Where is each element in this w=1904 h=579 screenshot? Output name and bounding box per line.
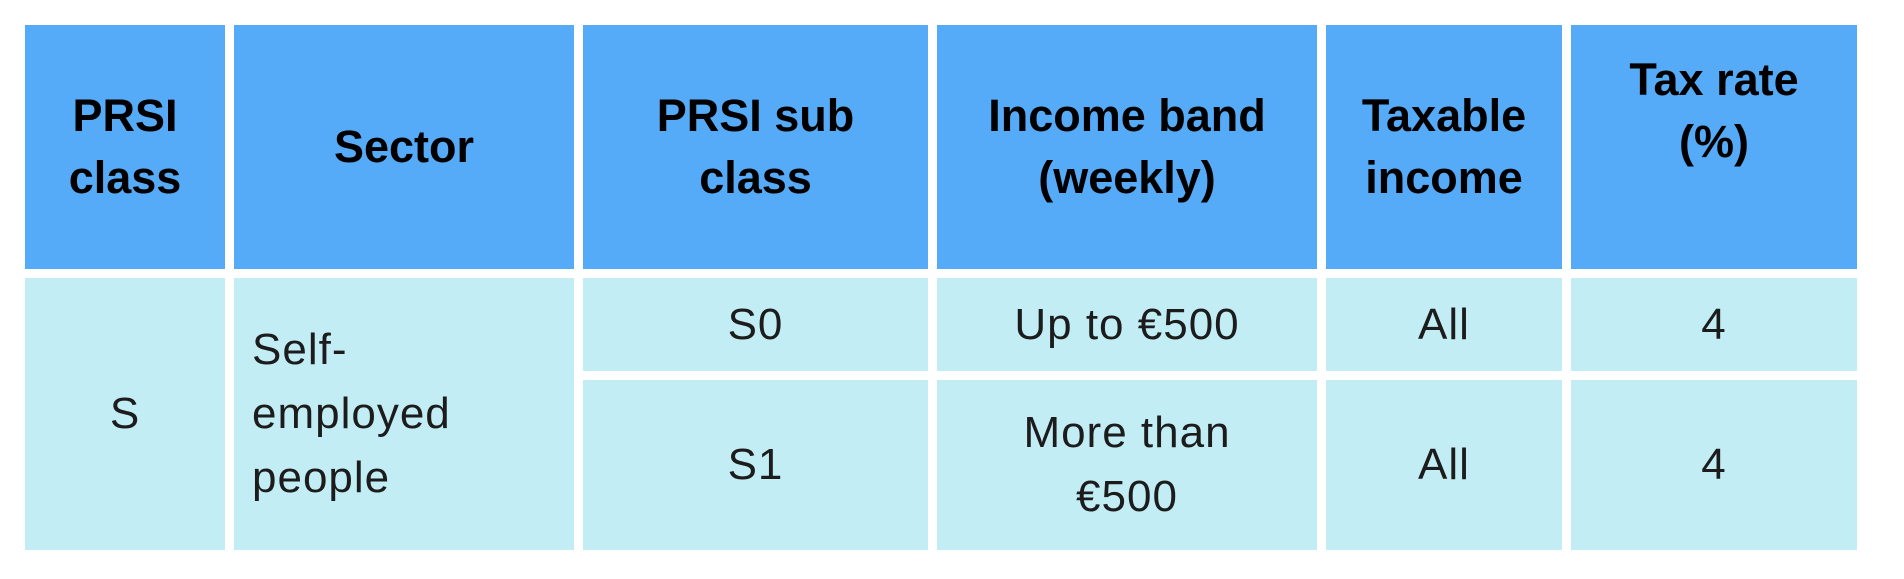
cell-sector-self-employed: Self-employed people [234,278,574,550]
table-row-s1: S1 More than €500 All 4 [25,380,1857,550]
header-row: PRSI class Sector PRSI sub class Income … [25,25,1857,269]
cell-taxable-income-all-2: All [1326,380,1562,550]
cell-prsi-class-s: S [25,278,225,550]
table-row-s0: S Self-employed people S0 Up to €500 All… [25,278,1857,550]
header-cell-sector: Sector [234,25,574,269]
cell-income-band-more-than-500: More than €500 [937,380,1317,550]
prsi-rates-table: PRSI class Sector PRSI sub class Income … [16,16,1866,559]
cell-tax-rate-4-2: 4 [1571,380,1857,550]
cell-income-band-up-to-500: Up to €500 [937,278,1317,371]
cell-tax-rate-4-1: 4 [1571,278,1857,371]
header-cell-taxable-income: Taxable income [1326,25,1562,269]
table-wrapper: PRSI class Sector PRSI sub class Income … [16,16,1866,559]
header-cell-prsi-class: PRSI class [25,25,225,269]
cell-sub-class-s0: S0 [583,278,928,371]
header-cell-tax-rate: Tax rate (%) [1571,25,1857,269]
cell-sub-class-s1: S1 [583,380,928,550]
cell-taxable-income-all-1: All [1326,278,1562,371]
header-cell-prsi-sub-class: PRSI sub class [583,25,928,269]
header-cell-income-band: Income band (weekly) [937,25,1317,269]
